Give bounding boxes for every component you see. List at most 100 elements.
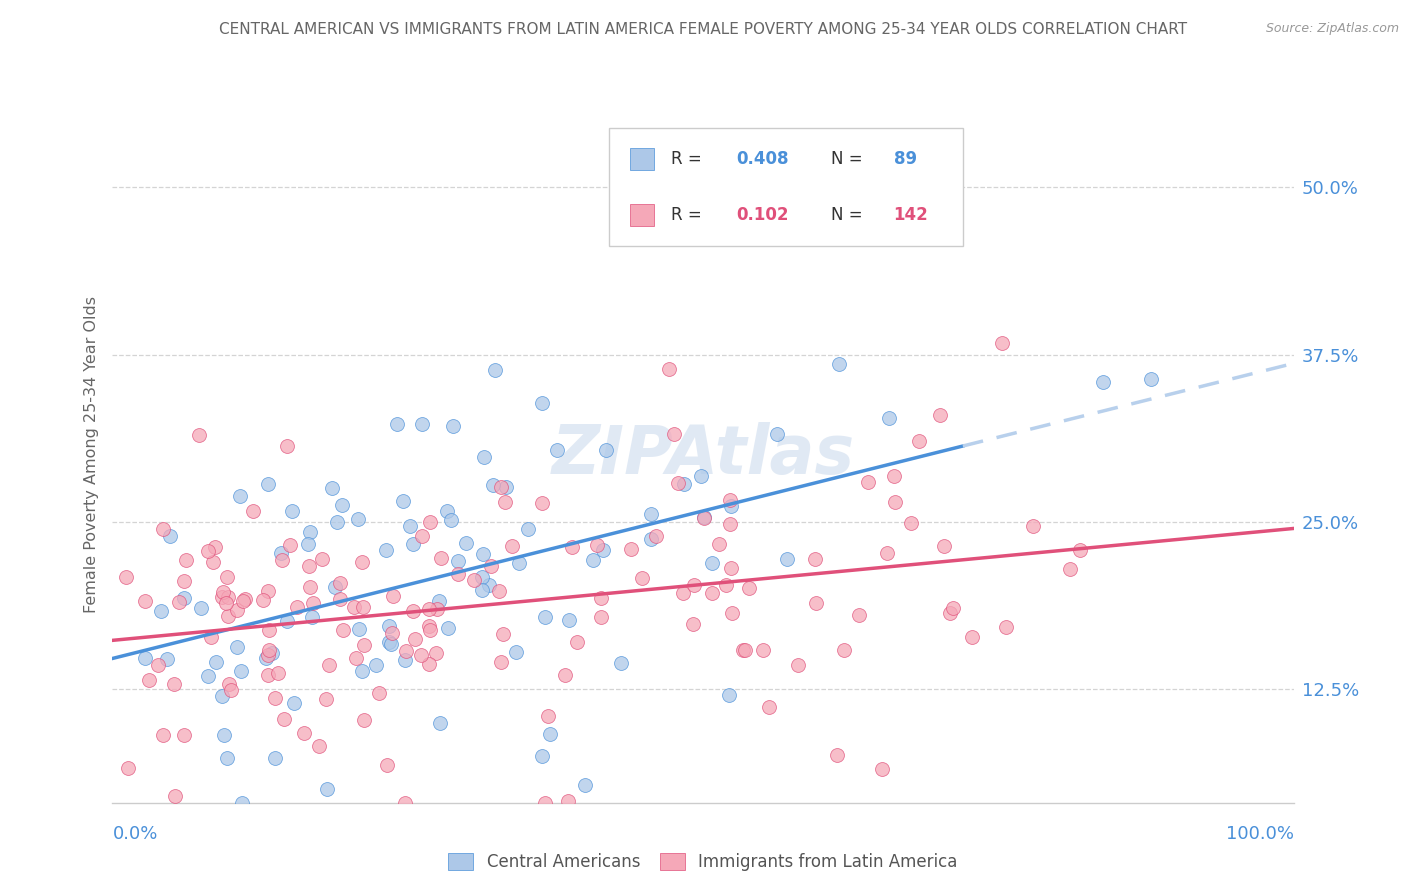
Point bbox=[163, 789, 186, 804]
Point bbox=[595, 442, 617, 457]
Bar bbox=[630, 148, 654, 170]
Point bbox=[531, 748, 554, 763]
Point bbox=[430, 550, 453, 565]
Point bbox=[346, 511, 368, 525]
Point bbox=[720, 607, 742, 621]
Point bbox=[219, 683, 242, 698]
Point bbox=[260, 646, 283, 660]
Text: 100.0%: 100.0% bbox=[1226, 825, 1294, 843]
Point bbox=[731, 643, 754, 657]
Point bbox=[447, 554, 470, 568]
Point bbox=[315, 782, 337, 797]
Point bbox=[447, 566, 470, 581]
Point bbox=[419, 515, 441, 529]
Point bbox=[329, 591, 352, 606]
Point bbox=[471, 582, 494, 597]
Point bbox=[714, 577, 737, 591]
Point bbox=[321, 481, 343, 495]
Point bbox=[214, 728, 236, 742]
Point bbox=[252, 593, 274, 607]
Point bbox=[482, 477, 505, 491]
Point bbox=[574, 778, 596, 792]
Point bbox=[311, 551, 333, 566]
Point bbox=[385, 417, 408, 431]
Point bbox=[353, 713, 375, 727]
Point bbox=[557, 794, 579, 808]
Point bbox=[273, 712, 295, 726]
Point bbox=[217, 609, 239, 624]
Point bbox=[301, 610, 323, 624]
Point bbox=[381, 589, 404, 603]
Text: 89: 89 bbox=[893, 150, 917, 169]
Text: N =: N = bbox=[831, 206, 868, 224]
Point bbox=[308, 739, 330, 753]
Point bbox=[554, 667, 576, 681]
Point bbox=[437, 622, 460, 636]
Point bbox=[673, 476, 696, 491]
Point bbox=[1140, 372, 1163, 386]
Point bbox=[402, 604, 425, 618]
Point bbox=[425, 646, 447, 660]
Point bbox=[381, 626, 404, 640]
Point bbox=[292, 725, 315, 739]
Point bbox=[531, 496, 554, 510]
Point bbox=[537, 708, 560, 723]
Point bbox=[285, 600, 308, 615]
Point bbox=[488, 584, 510, 599]
Point bbox=[257, 476, 280, 491]
Text: ZIPAtlas: ZIPAtlas bbox=[551, 422, 855, 488]
Point bbox=[517, 522, 540, 536]
Bar bbox=[609, 128, 963, 246]
Point bbox=[942, 601, 965, 615]
Point bbox=[401, 537, 423, 551]
Point bbox=[117, 761, 139, 775]
Point bbox=[190, 601, 212, 615]
Point bbox=[134, 651, 156, 665]
Point bbox=[150, 604, 173, 618]
Point bbox=[418, 602, 440, 616]
Point bbox=[232, 594, 254, 608]
Point bbox=[270, 546, 292, 560]
Point bbox=[197, 544, 219, 558]
Point bbox=[1069, 543, 1091, 558]
Point bbox=[531, 396, 554, 410]
Point bbox=[682, 578, 704, 592]
Point bbox=[672, 586, 695, 600]
Point bbox=[257, 643, 280, 657]
Point bbox=[156, 652, 179, 666]
Point bbox=[350, 664, 373, 678]
Point bbox=[257, 648, 280, 663]
Point bbox=[226, 640, 249, 654]
Point bbox=[332, 623, 354, 637]
Point bbox=[734, 642, 756, 657]
Point bbox=[832, 643, 855, 657]
Point bbox=[565, 635, 588, 649]
Point bbox=[505, 645, 527, 659]
Point bbox=[471, 570, 494, 584]
Point bbox=[267, 665, 290, 680]
Point bbox=[404, 632, 426, 647]
Point bbox=[489, 480, 512, 494]
Point bbox=[146, 657, 169, 672]
Point bbox=[366, 657, 388, 672]
Point bbox=[900, 516, 922, 531]
Point bbox=[256, 668, 278, 682]
Point bbox=[582, 552, 605, 566]
Point bbox=[173, 574, 195, 588]
Point bbox=[378, 635, 401, 649]
Point bbox=[666, 476, 689, 491]
Point bbox=[472, 548, 495, 562]
Y-axis label: Female Poverty Among 25-34 Year Olds: Female Poverty Among 25-34 Year Olds bbox=[83, 296, 98, 614]
Point bbox=[489, 655, 512, 669]
Point bbox=[297, 537, 319, 551]
Point bbox=[534, 609, 557, 624]
Point bbox=[501, 539, 523, 553]
Point bbox=[561, 540, 583, 554]
Point bbox=[720, 500, 742, 514]
Point bbox=[187, 428, 209, 442]
Point bbox=[718, 516, 741, 531]
Point bbox=[343, 599, 366, 614]
Point bbox=[752, 643, 775, 657]
Point bbox=[276, 439, 298, 453]
Point bbox=[436, 504, 458, 518]
